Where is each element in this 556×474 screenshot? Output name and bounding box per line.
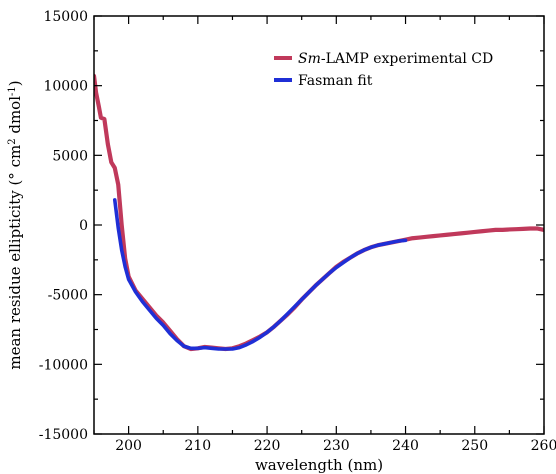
x-tick-label: 200: [115, 438, 142, 454]
x-tick-label: 220: [254, 438, 281, 454]
x-tick-label: 250: [461, 438, 488, 454]
legend-label-italic: Sm: [298, 51, 321, 67]
y-tick-label: -10000: [39, 357, 88, 373]
y-tick-label: 5000: [52, 148, 88, 164]
series-fasman-line: [112, 198, 408, 351]
y-tick-label: -15000: [39, 427, 88, 443]
x-axis-title: wavelength (nm): [255, 456, 383, 474]
legend-label-experimental: Sm-LAMP experimental CD: [298, 51, 493, 67]
legend: Sm-LAMP experimental CD Fasman fit: [270, 44, 510, 90]
legend-label-fasman: Fasman fit: [298, 73, 373, 89]
y-axis-title: mean residue ellipticity (° cm2 dmol-1): [6, 80, 24, 369]
legend-label-rest: -LAMP experimental CD: [321, 51, 493, 67]
y-axis-title-deg: °: [6, 172, 24, 180]
x-tick-label: 260: [531, 438, 556, 454]
y-axis-title-cm: cm: [6, 145, 24, 172]
x-tick-label: 240: [392, 438, 419, 454]
legend-box: [270, 44, 510, 90]
y-tick-label: 10000: [43, 79, 88, 95]
y-axis-title-base: mean residue ellipticity (: [6, 180, 24, 370]
x-tick-label: 210: [184, 438, 211, 454]
y-axis-title-expm1: -1: [7, 86, 18, 96]
x-tick-label: 230: [323, 438, 350, 454]
y-tick-label: 15000: [43, 9, 88, 25]
y-tick-label: -5000: [48, 288, 88, 304]
y-axis-title-dmol: dmol: [6, 96, 24, 139]
y-axis-title-exp2: 2: [7, 138, 18, 144]
y-axis-title-close: ): [6, 80, 24, 86]
y-tick-label: 0: [79, 218, 88, 234]
ticks-layer: 200 210 220 230 240 250 260 -15000 -10000 -5000 0 5…: [39, 9, 556, 454]
series-experimental-line: [94, 73, 544, 352]
series-layer: [94, 73, 544, 352]
